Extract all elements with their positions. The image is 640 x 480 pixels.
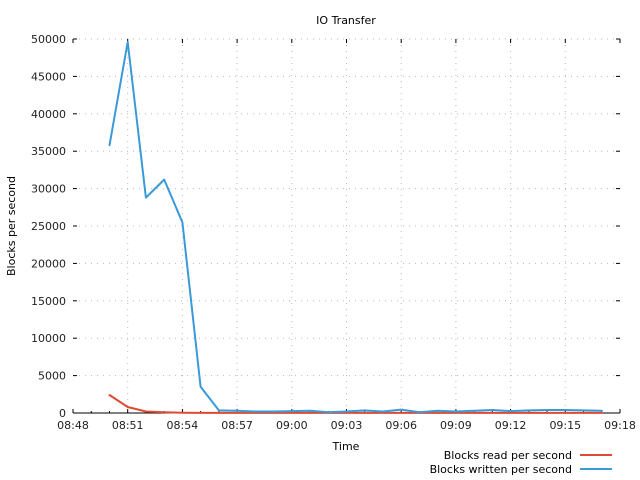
x-tick-label: 09:18	[604, 419, 636, 432]
tick-labels: 0 5000 10000 15000 20000 25000 30000 35000 40000…	[31, 33, 636, 432]
y-tick-label: 30000	[31, 183, 66, 196]
x-tick-label: 09:12	[495, 419, 527, 432]
x-tick-label: 09:06	[385, 419, 417, 432]
x-tick-label: 09:09	[440, 419, 472, 432]
x-tick-label: 08:48	[57, 419, 89, 432]
y-tick-label: 15000	[31, 295, 66, 308]
series-line-2	[108, 41, 603, 414]
legend-label: Blocks read per second	[444, 449, 572, 462]
y-axis-title: Blocks per second	[5, 176, 18, 276]
y-tick-label: 20000	[31, 257, 66, 270]
y-tick-label: 10000	[31, 332, 66, 345]
x-tick-label: 08:54	[167, 419, 199, 432]
x-axis-title: Time	[332, 440, 360, 453]
y-tick-label: 50000	[31, 33, 66, 46]
x-tick-label: 08:51	[112, 419, 144, 432]
series-line-1	[108, 394, 603, 414]
y-tick-label: 0	[59, 407, 66, 420]
legend-label: Blocks written per second	[430, 463, 572, 476]
y-tick-label: 45000	[31, 70, 66, 83]
x-tick-label: 09:15	[549, 419, 581, 432]
x-tick-label: 09:03	[331, 419, 363, 432]
x-tick-label: 09:00	[276, 419, 308, 432]
y-tick-label: 40000	[31, 108, 66, 121]
y-tick-label: 5000	[38, 370, 66, 383]
x-tick-label: 08:57	[221, 419, 253, 432]
y-tick-label: 25000	[31, 220, 66, 233]
chart-title: IO Transfer	[316, 14, 376, 27]
grid	[73, 38, 620, 413]
y-tick-label: 35000	[31, 145, 66, 158]
series-lines	[108, 41, 603, 414]
